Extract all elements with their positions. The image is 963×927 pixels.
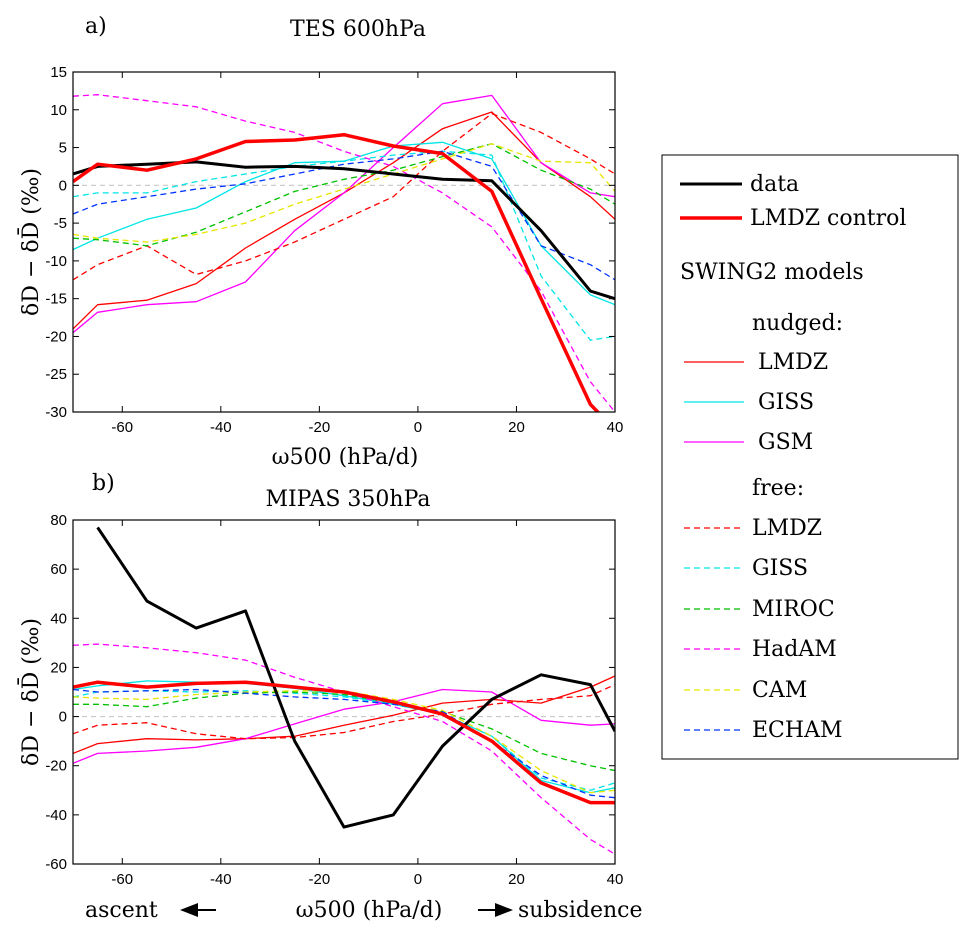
ascent-label: ascent bbox=[85, 898, 158, 923]
panel-a-xlabel: ω500 (hPa/d) bbox=[272, 445, 419, 470]
panel-a-ylabel: δD − δD̄ (‰) bbox=[17, 168, 44, 316]
panel-a-series-lmdz-control bbox=[73, 132, 601, 412]
panel-b-ytick-label: 40 bbox=[50, 610, 67, 627]
panel-a-ytick-label: -20 bbox=[45, 328, 67, 345]
panel-b-series-free-echam bbox=[73, 688, 615, 799]
panel-b-series-nudged-giss bbox=[73, 680, 615, 794]
panel-a-xtick-label: -60 bbox=[111, 419, 133, 436]
panel-a-ytick-label: -10 bbox=[45, 253, 67, 270]
legend-label-echam: ECHAM bbox=[752, 718, 843, 743]
panel-b-series-nudged-lmdz bbox=[73, 675, 615, 755]
panel-b-xtick-label: -40 bbox=[210, 871, 232, 888]
panel-b-series-lmdz-control bbox=[73, 680, 615, 805]
legend-label-giss: GISS bbox=[752, 556, 808, 581]
panel-b-ytick-label: 80 bbox=[50, 512, 67, 529]
legend-box bbox=[661, 154, 959, 760]
panel-a-ytick-label: 10 bbox=[50, 102, 67, 119]
panel-a-title: TES 600hPa bbox=[290, 17, 426, 42]
panel-a-xtick-label: 0 bbox=[414, 419, 422, 436]
ascent-arrow-icon bbox=[180, 903, 216, 917]
panel-a-series-free-giss bbox=[73, 150, 615, 341]
panel-b-label: b) bbox=[92, 471, 115, 496]
panel-b-ytick-label: 20 bbox=[50, 659, 67, 676]
panel-b-xtick-label: -60 bbox=[111, 871, 133, 888]
panel-a-xtick-label: -40 bbox=[210, 419, 232, 436]
panel-a-ytick-label: -5 bbox=[54, 215, 67, 232]
panel-a-ytick-label: 0 bbox=[59, 177, 67, 194]
legend-heading-nudged: nudged: bbox=[752, 311, 843, 336]
panel-a-ytick-label: -15 bbox=[45, 291, 67, 308]
panel-b-xtick-label: 0 bbox=[414, 871, 422, 888]
panel-b-ytick-label: 0 bbox=[59, 709, 67, 726]
legend-label-miroc: MIROC bbox=[752, 597, 835, 622]
panel-b-plot: -60 -40 -20 0 20 40 80 60 40 20 0 -20 -40 -60 bbox=[45, 512, 623, 888]
legend: data LMDZ control SWING2 models nudged: LMDZ… bbox=[680, 172, 906, 743]
panel-a-series-free-cam bbox=[73, 143, 615, 243]
panel-a-plot-area bbox=[73, 72, 615, 412]
legend-heading-swing2-models: SWING2 models bbox=[680, 260, 864, 285]
legend-heading-free: free: bbox=[752, 476, 804, 501]
panel-a-label: a) bbox=[85, 14, 107, 39]
panel-a-ytick-label: -25 bbox=[45, 366, 67, 383]
panel-b-series-free-lmdz bbox=[73, 684, 615, 740]
panel-a-series-nudged-gsm bbox=[73, 94, 615, 334]
panel-b-title: MIPAS 350hPa bbox=[265, 487, 430, 512]
panel-a-series-group bbox=[73, 94, 615, 412]
panel-b-xtick-label: 40 bbox=[607, 871, 624, 888]
panel-b-ytick-label: 60 bbox=[50, 561, 67, 578]
panel-b-series-data bbox=[96, 526, 615, 829]
panel-b-xtick-label: -20 bbox=[309, 871, 331, 888]
panel-b-frame bbox=[72, 519, 616, 865]
panel-b-series-nudged-gsm bbox=[73, 688, 615, 764]
panel-a-xtick-label: 40 bbox=[607, 419, 624, 436]
panel-b-series-free-miroc bbox=[73, 691, 615, 772]
panel-a-series-free-hadam bbox=[73, 94, 615, 412]
panel-a-series-data bbox=[73, 160, 615, 301]
legend-label-lmdz-control: LMDZ control bbox=[750, 206, 906, 231]
legend-label-hadam: HadAM bbox=[752, 637, 837, 662]
panel-a-ytick-label: -30 bbox=[45, 404, 67, 421]
subsidence-arrow-icon bbox=[478, 903, 513, 917]
legend-label-gsm: GSM bbox=[758, 430, 813, 455]
panel-a-frame bbox=[72, 71, 616, 413]
panel-b-ylabel: δD − δD̄ (‰) bbox=[17, 618, 44, 766]
panel-a-series-free-echam bbox=[73, 150, 615, 281]
panel-a-ytick-label: 5 bbox=[59, 140, 67, 157]
legend-label-data: data bbox=[750, 172, 799, 197]
panel-b-ytick-label: -20 bbox=[45, 758, 67, 775]
subsidence-label: subsidence bbox=[518, 898, 642, 923]
panel-a-series-free-miroc bbox=[73, 143, 615, 247]
panel-b-ytick-label: -40 bbox=[45, 807, 67, 824]
legend-label-lmdz: LMDZ bbox=[758, 350, 828, 375]
panel-b-xtick-label: 20 bbox=[508, 871, 525, 888]
panel-a-xtick-label: 20 bbox=[508, 419, 525, 436]
legend-label-lmdz: LMDZ bbox=[752, 516, 822, 541]
legend-label-giss: GISS bbox=[758, 390, 814, 415]
panel-b-xlabel: ω500 (hPa/d) bbox=[296, 898, 443, 923]
panel-b-series-free-hadam bbox=[73, 643, 615, 855]
panel-a-plot: -60 -40 -20 0 20 40 15 10 5 0 -5 -10 -15 -20 -25 -30 bbox=[45, 64, 623, 436]
legend-label-cam: CAM bbox=[752, 678, 807, 703]
panel-b-series-group bbox=[73, 526, 615, 855]
panel-a-xtick-label: -20 bbox=[309, 419, 331, 436]
panel-a-ytick-label: 15 bbox=[50, 64, 67, 81]
panel-b-ytick-label: -60 bbox=[45, 856, 67, 873]
